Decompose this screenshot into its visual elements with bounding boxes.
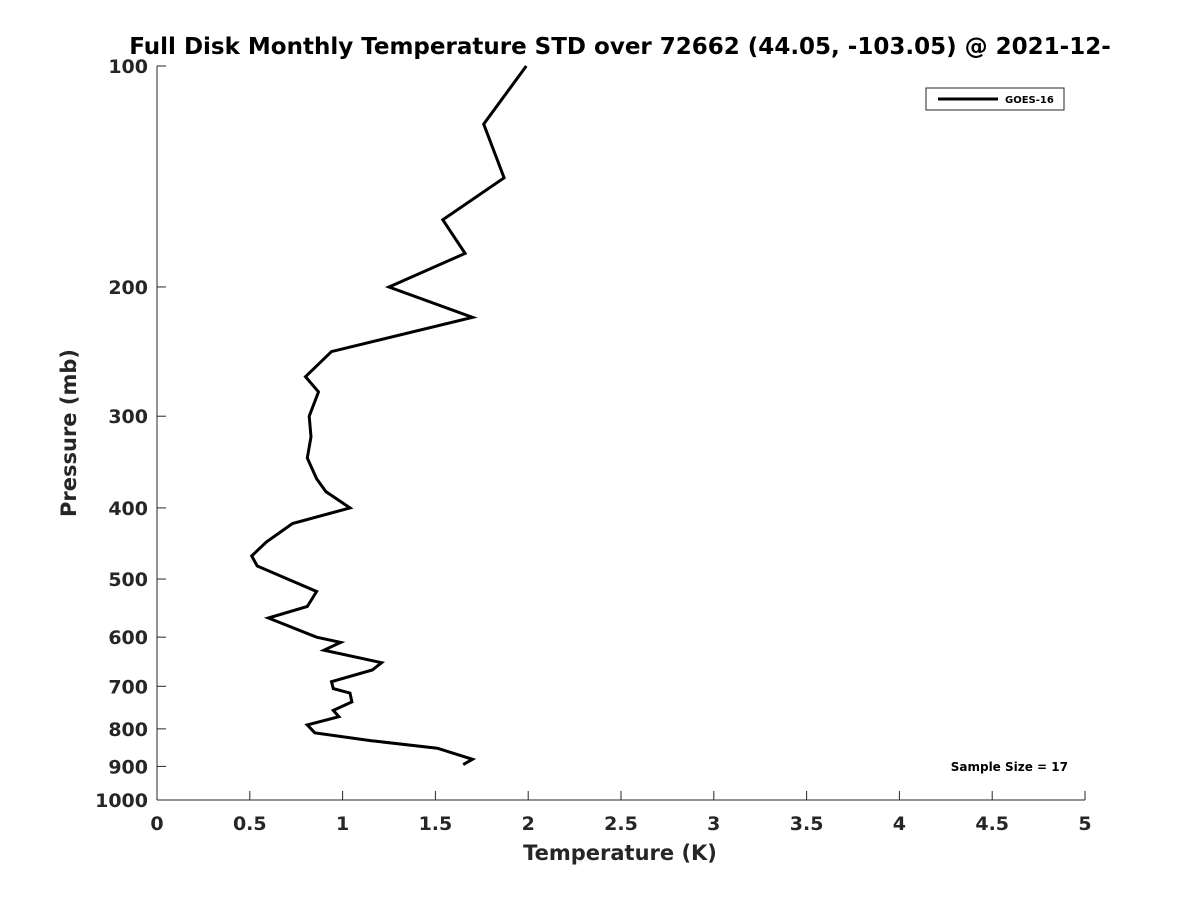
sample-size-annotation: Sample Size = 17 [951, 760, 1068, 774]
x-tick-label: 1.5 [419, 813, 453, 835]
y-tick-label: 500 [108, 569, 148, 591]
legend-label-goes-16: GOES-16 [1005, 95, 1054, 106]
x-tick-label: 4.5 [975, 813, 1009, 835]
series-line-goes-16 [249, 65, 528, 766]
y-tick-label: 100 [108, 56, 148, 78]
x-tick-label: 3.5 [790, 813, 824, 835]
y-tick-label: 800 [108, 719, 148, 741]
y-tick-label: 900 [108, 756, 148, 778]
series [249, 65, 528, 766]
x-axis-ticks: 0 0.5 1 1.5 2 2.5 3 3.5 4 4.5 5 [150, 791, 1092, 835]
y-tick-label: 700 [108, 676, 148, 698]
x-axis-label: Temperature (K) [523, 841, 717, 865]
y-tick-label: 1000 [95, 790, 148, 812]
x-tick-label: 5 [1078, 813, 1091, 835]
y-tick-label: 300 [108, 406, 148, 428]
y-axis-ticks: 100 200 300 400 500 600 700 800 900 1000 [95, 56, 166, 812]
chart-title: Full Disk Monthly Temperature STD over 7… [129, 34, 1111, 60]
x-tick-label: 4 [893, 813, 906, 835]
x-tick-label: 2.5 [604, 813, 638, 835]
x-tick-label: 3 [707, 813, 720, 835]
y-tick-label: 200 [108, 277, 148, 299]
x-tick-label: 1 [336, 813, 349, 835]
x-tick-label: 0.5 [233, 813, 267, 835]
axes [156, 66, 1085, 801]
legend: GOES-16 [925, 87, 1065, 111]
y-tick-label: 400 [108, 498, 148, 520]
y-tick-label: 600 [108, 627, 148, 649]
x-tick-label: 0 [150, 813, 163, 835]
y-axis-label: Pressure (mb) [57, 349, 81, 517]
x-tick-label: 2 [522, 813, 535, 835]
